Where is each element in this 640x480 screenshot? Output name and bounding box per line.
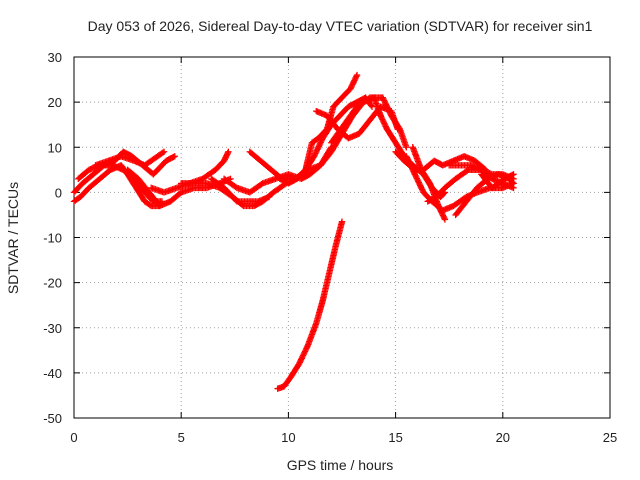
y-tick-label: 20 — [48, 95, 62, 110]
data-point — [225, 148, 232, 155]
data-point — [353, 71, 361, 79]
data-point — [160, 148, 168, 155]
data-point — [510, 184, 517, 192]
data-point — [303, 343, 311, 351]
y-tick-label: 10 — [48, 140, 62, 155]
data-point — [265, 193, 273, 201]
series-arc-12 — [293, 71, 361, 183]
series-arc-18 — [409, 144, 449, 223]
y-tick-label: 0 — [55, 185, 62, 200]
series-arc-5 — [124, 166, 234, 210]
y-tick-label: -10 — [43, 231, 62, 246]
y-tick-label: -30 — [43, 321, 62, 336]
series-arc-23 — [274, 218, 346, 392]
data-point — [368, 103, 376, 110]
chart-title: Day 053 of 2026, Sidereal Day-to-day VTE… — [88, 18, 593, 34]
y-tick-label: 30 — [48, 50, 62, 65]
y-axis-label: SDTVAR / TECUs — [5, 182, 21, 294]
x-tick-label: 5 — [178, 430, 185, 445]
data-point — [403, 144, 410, 151]
series-arc-8 — [208, 175, 273, 205]
x-tick-label: 20 — [496, 430, 510, 445]
y-tick-label: -40 — [43, 366, 62, 381]
series-arc-4 — [92, 148, 168, 169]
data-point — [367, 102, 375, 109]
series-arc-15 — [375, 107, 449, 201]
y-tick-label: -50 — [43, 411, 62, 426]
x-tick-label: 0 — [70, 430, 77, 445]
x-tick-label: 25 — [603, 430, 617, 445]
data-point — [159, 149, 166, 156]
y-tick-label: -20 — [43, 276, 62, 291]
axis-ticks: 0 5 10 15 20 25 -50 -40 -30 -20 -10 0 10 20 30 — [43, 50, 617, 445]
series-arc-14 — [328, 94, 410, 151]
data-layer — [70, 71, 517, 392]
data-point — [510, 171, 517, 178]
x-axis-label: GPS time / hours — [287, 457, 394, 473]
data-point — [338, 218, 346, 225]
data-point — [441, 216, 449, 223]
data-point — [171, 153, 178, 160]
x-tick-label: 15 — [388, 430, 402, 445]
x-tick-label: 10 — [281, 430, 295, 445]
series-arc-22 — [478, 171, 517, 192]
